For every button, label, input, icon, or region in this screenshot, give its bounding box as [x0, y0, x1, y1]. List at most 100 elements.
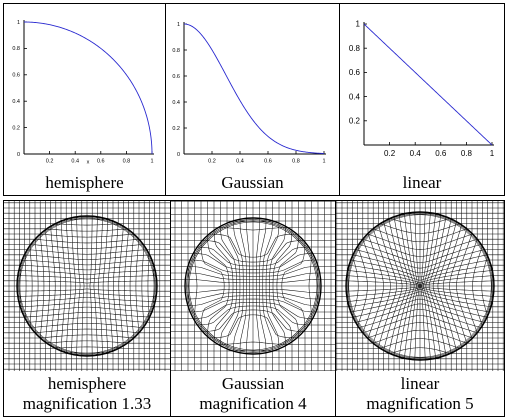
y-tick-label: 0.4 [12, 99, 20, 105]
grid-line [4, 228, 170, 232]
grid-line [4, 292, 170, 297]
profile-curve [183, 23, 325, 154]
x-tick-label: 0.2 [46, 159, 54, 165]
lens-boundary [184, 217, 322, 355]
y-tick-label: 0.2 [349, 116, 361, 125]
plot-cell-linear: 0.2 0.4 0.6 0.8 1 1 0.8 0.6 0.4 0.2 linear [339, 3, 505, 196]
x-tick-label: 0.4 [410, 149, 422, 158]
linear-grid-caption-line1: linear [400, 374, 440, 393]
grid-line [336, 338, 504, 349]
grid-line [171, 341, 335, 345]
grid-line [4, 259, 170, 266]
hemisphere-profile-plot: 0.2 0.4 0.6 0.8 1 1 0.8 0.6 0.4 0.2 0 x [12, 20, 154, 166]
grid-line [336, 347, 504, 354]
grid-line [171, 253, 335, 270]
grid-line [336, 303, 504, 323]
grid-line [336, 329, 504, 344]
y-tick-label: 0.8 [172, 48, 180, 54]
x-tick-label: 0.6 [97, 159, 105, 165]
grid-line [171, 246, 335, 267]
origin-label: 0 [177, 152, 180, 158]
hemisphere-magnification-grid [4, 201, 170, 371]
grid-line [171, 259, 335, 274]
grid-line [336, 233, 504, 250]
grid-line [4, 301, 170, 308]
grid-line [336, 212, 504, 215]
grid-line [171, 279, 335, 284]
lens-edge-ring [187, 220, 319, 352]
grid-line [336, 309, 504, 328]
grid-line [336, 244, 504, 263]
linear-grid-caption: linear magnification 5 [336, 374, 504, 414]
lens-edge-ring [186, 219, 320, 353]
grid-line [4, 346, 170, 349]
gaussian-magnification-grid [171, 201, 335, 371]
x-tick-label: 0.8 [123, 159, 131, 165]
hemisphere-grid-caption: hemisphere magnification 1.33 [4, 374, 170, 414]
grid-line [336, 286, 504, 292]
gaussian-grid-caption: Gaussian magnification 4 [171, 374, 335, 414]
hemisphere-caption: hemisphere [45, 173, 124, 192]
y-tick-label: 1 [177, 22, 180, 28]
y-tick-label: 0.2 [12, 125, 20, 131]
grid-line [4, 249, 170, 255]
grid-line [4, 223, 170, 226]
lens-edge-ring [347, 213, 493, 359]
y-tick-label: 0.8 [349, 44, 361, 53]
grid-line [4, 270, 170, 275]
y-tick-label: 0.6 [349, 68, 361, 77]
x-tick-label: 1 [150, 159, 153, 165]
linear-caption: linear [402, 173, 442, 192]
grid-cell-linear: linear magnification 5 [335, 200, 505, 417]
grid-line [336, 254, 504, 274]
lens-boundary [345, 211, 495, 361]
origin-label: 0 [17, 152, 20, 158]
grid-line [336, 287, 504, 297]
grid-line [171, 314, 335, 339]
grid-cell-hemisphere: hemisphere magnification 1.33 [3, 200, 171, 417]
lens-edge-ring [346, 212, 494, 360]
hemisphere-grid-caption-line2: magnification 1.33 [22, 394, 152, 413]
linear-profile-plot: 0.2 0.4 0.6 0.8 1 1 0.8 0.6 0.4 0.2 [349, 20, 495, 158]
grid-line [4, 288, 170, 292]
y-tick-label: 1 [17, 20, 20, 26]
grid-line [4, 280, 170, 284]
linear-grid-caption-line2: magnification 5 [366, 394, 474, 413]
lens-edge-ring [348, 214, 492, 358]
grid-line [336, 280, 504, 286]
y-tick-label: 0.6 [172, 74, 180, 80]
grid-line [4, 334, 170, 339]
grid-line [4, 254, 170, 260]
y-tick-label: 0.6 [12, 73, 20, 79]
grid-line [171, 266, 335, 277]
grid-line [336, 294, 504, 313]
lens-boundary [16, 215, 158, 357]
grid-line [336, 238, 504, 257]
grid-line [336, 249, 504, 269]
lens-edge-ring [188, 221, 318, 351]
x-tick-label: 0.4 [236, 159, 244, 165]
linear-magnification-grid [336, 201, 504, 371]
grid-line [336, 291, 504, 308]
grid-line [336, 223, 504, 234]
grid-line [171, 305, 335, 326]
grid-line [336, 264, 504, 281]
grid-line [171, 292, 335, 300]
grid-line [4, 328, 170, 334]
grid-line [336, 298, 504, 318]
grid-line [171, 227, 335, 231]
lens-edge-ring [18, 217, 156, 355]
gaussian-profile-plot: 0.2 0.4 0.6 0.8 1 1 0.8 0.6 0.4 0.2 0 [172, 22, 326, 165]
grid-line [4, 306, 170, 313]
profile-curve [363, 23, 493, 146]
x-tick-label: 0.4 [71, 159, 79, 165]
y-tick-label: 0.4 [172, 100, 180, 106]
grid-line [4, 275, 170, 280]
profile-curve [24, 21, 153, 154]
grid-line [171, 240, 335, 263]
grid-line [336, 357, 504, 360]
plot-cell-hemisphere: 0.2 0.4 0.6 0.8 1 1 0.8 0.6 0.4 0.2 0 x hemisphere [3, 3, 166, 196]
grid-line [171, 309, 335, 332]
x-tick-label: 0.8 [461, 149, 473, 158]
grid-line [171, 233, 335, 258]
